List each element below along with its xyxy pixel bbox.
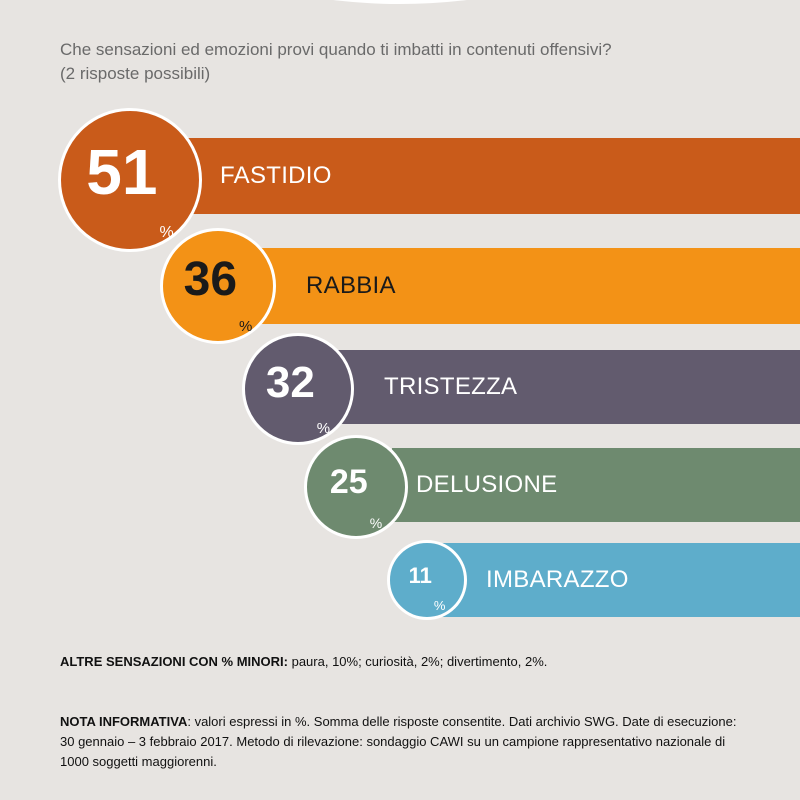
value-label-imbarazzo: 11 (408, 562, 432, 588)
bar-label-fastidio: FASTIDIO (220, 162, 332, 189)
note-line-3: 1000 soggetti maggiorenni. (60, 754, 217, 769)
percent-sign: % (316, 420, 331, 437)
percent-sign: % (159, 224, 174, 241)
survey-question: Che sensazioni ed emozioni provi quando … (60, 38, 780, 86)
percent-sign: % (369, 515, 383, 531)
bar-label-imbarazzo: IMBARAZZO (486, 566, 629, 593)
other-sensations: ALTRE SENSAZIONI CON % MINORI: paura, 10… (60, 654, 780, 669)
note-title: NOTA INFORMATIVA (60, 714, 188, 729)
question-subtext: (2 risposte possibili) (60, 64, 211, 83)
bar-delusione (392, 448, 800, 522)
value-bubble-fastidio: 51% (58, 108, 202, 252)
bar-label-tristezza: TRISTEZZA (384, 373, 518, 400)
note-line-2: 30 gennaio – 3 febbraio 2017. Metodo di … (60, 734, 726, 749)
value-bubble-rabbia: 36% (160, 228, 276, 344)
methodology-note: NOTA INFORMATIVA: valori espressi in %. … (60, 712, 760, 772)
percent-sign: % (433, 598, 446, 613)
bar-tristezza (330, 350, 800, 424)
value-bubble-delusione: 25% (304, 435, 408, 539)
bar-imbarazzo (440, 543, 800, 617)
percent-sign: % (239, 318, 253, 335)
value-label-tristezza: 32 (265, 358, 315, 407)
bar-label-delusione: DELUSIONE (416, 471, 558, 498)
other-sensations-title: ALTRE SENSAZIONI CON % MINORI: (60, 654, 288, 669)
value-label-delusione: 25 (329, 462, 368, 501)
bar-rabbia (250, 248, 800, 324)
top-decorative-arc (240, 0, 560, 4)
note-line-1: : valori espressi in %. Somma delle risp… (187, 714, 737, 729)
question-text: Che sensazioni ed emozioni provi quando … (60, 40, 612, 59)
bubble-bar-chart: FASTIDIO 51% RABBIA 36% TRISTEZZA 32% DELUSION… (58, 108, 800, 620)
bar-fastidio (180, 138, 800, 214)
value-bubble-imbarazzo: 11% (387, 540, 467, 620)
value-bubble-tristezza: 32% (242, 333, 354, 445)
other-sensations-text: paura, 10%; curiosità, 2%; divertimento,… (287, 654, 548, 669)
bar-label-rabbia: RABBIA (306, 272, 396, 299)
value-label-rabbia: 36 (183, 252, 238, 306)
value-label-fastidio: 51 (86, 136, 158, 208)
